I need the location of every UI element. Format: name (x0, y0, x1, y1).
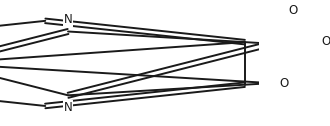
Text: O: O (280, 77, 289, 90)
Text: N: N (64, 101, 72, 114)
Text: O: O (288, 4, 298, 17)
Text: O: O (321, 35, 330, 48)
Text: N: N (64, 13, 72, 26)
